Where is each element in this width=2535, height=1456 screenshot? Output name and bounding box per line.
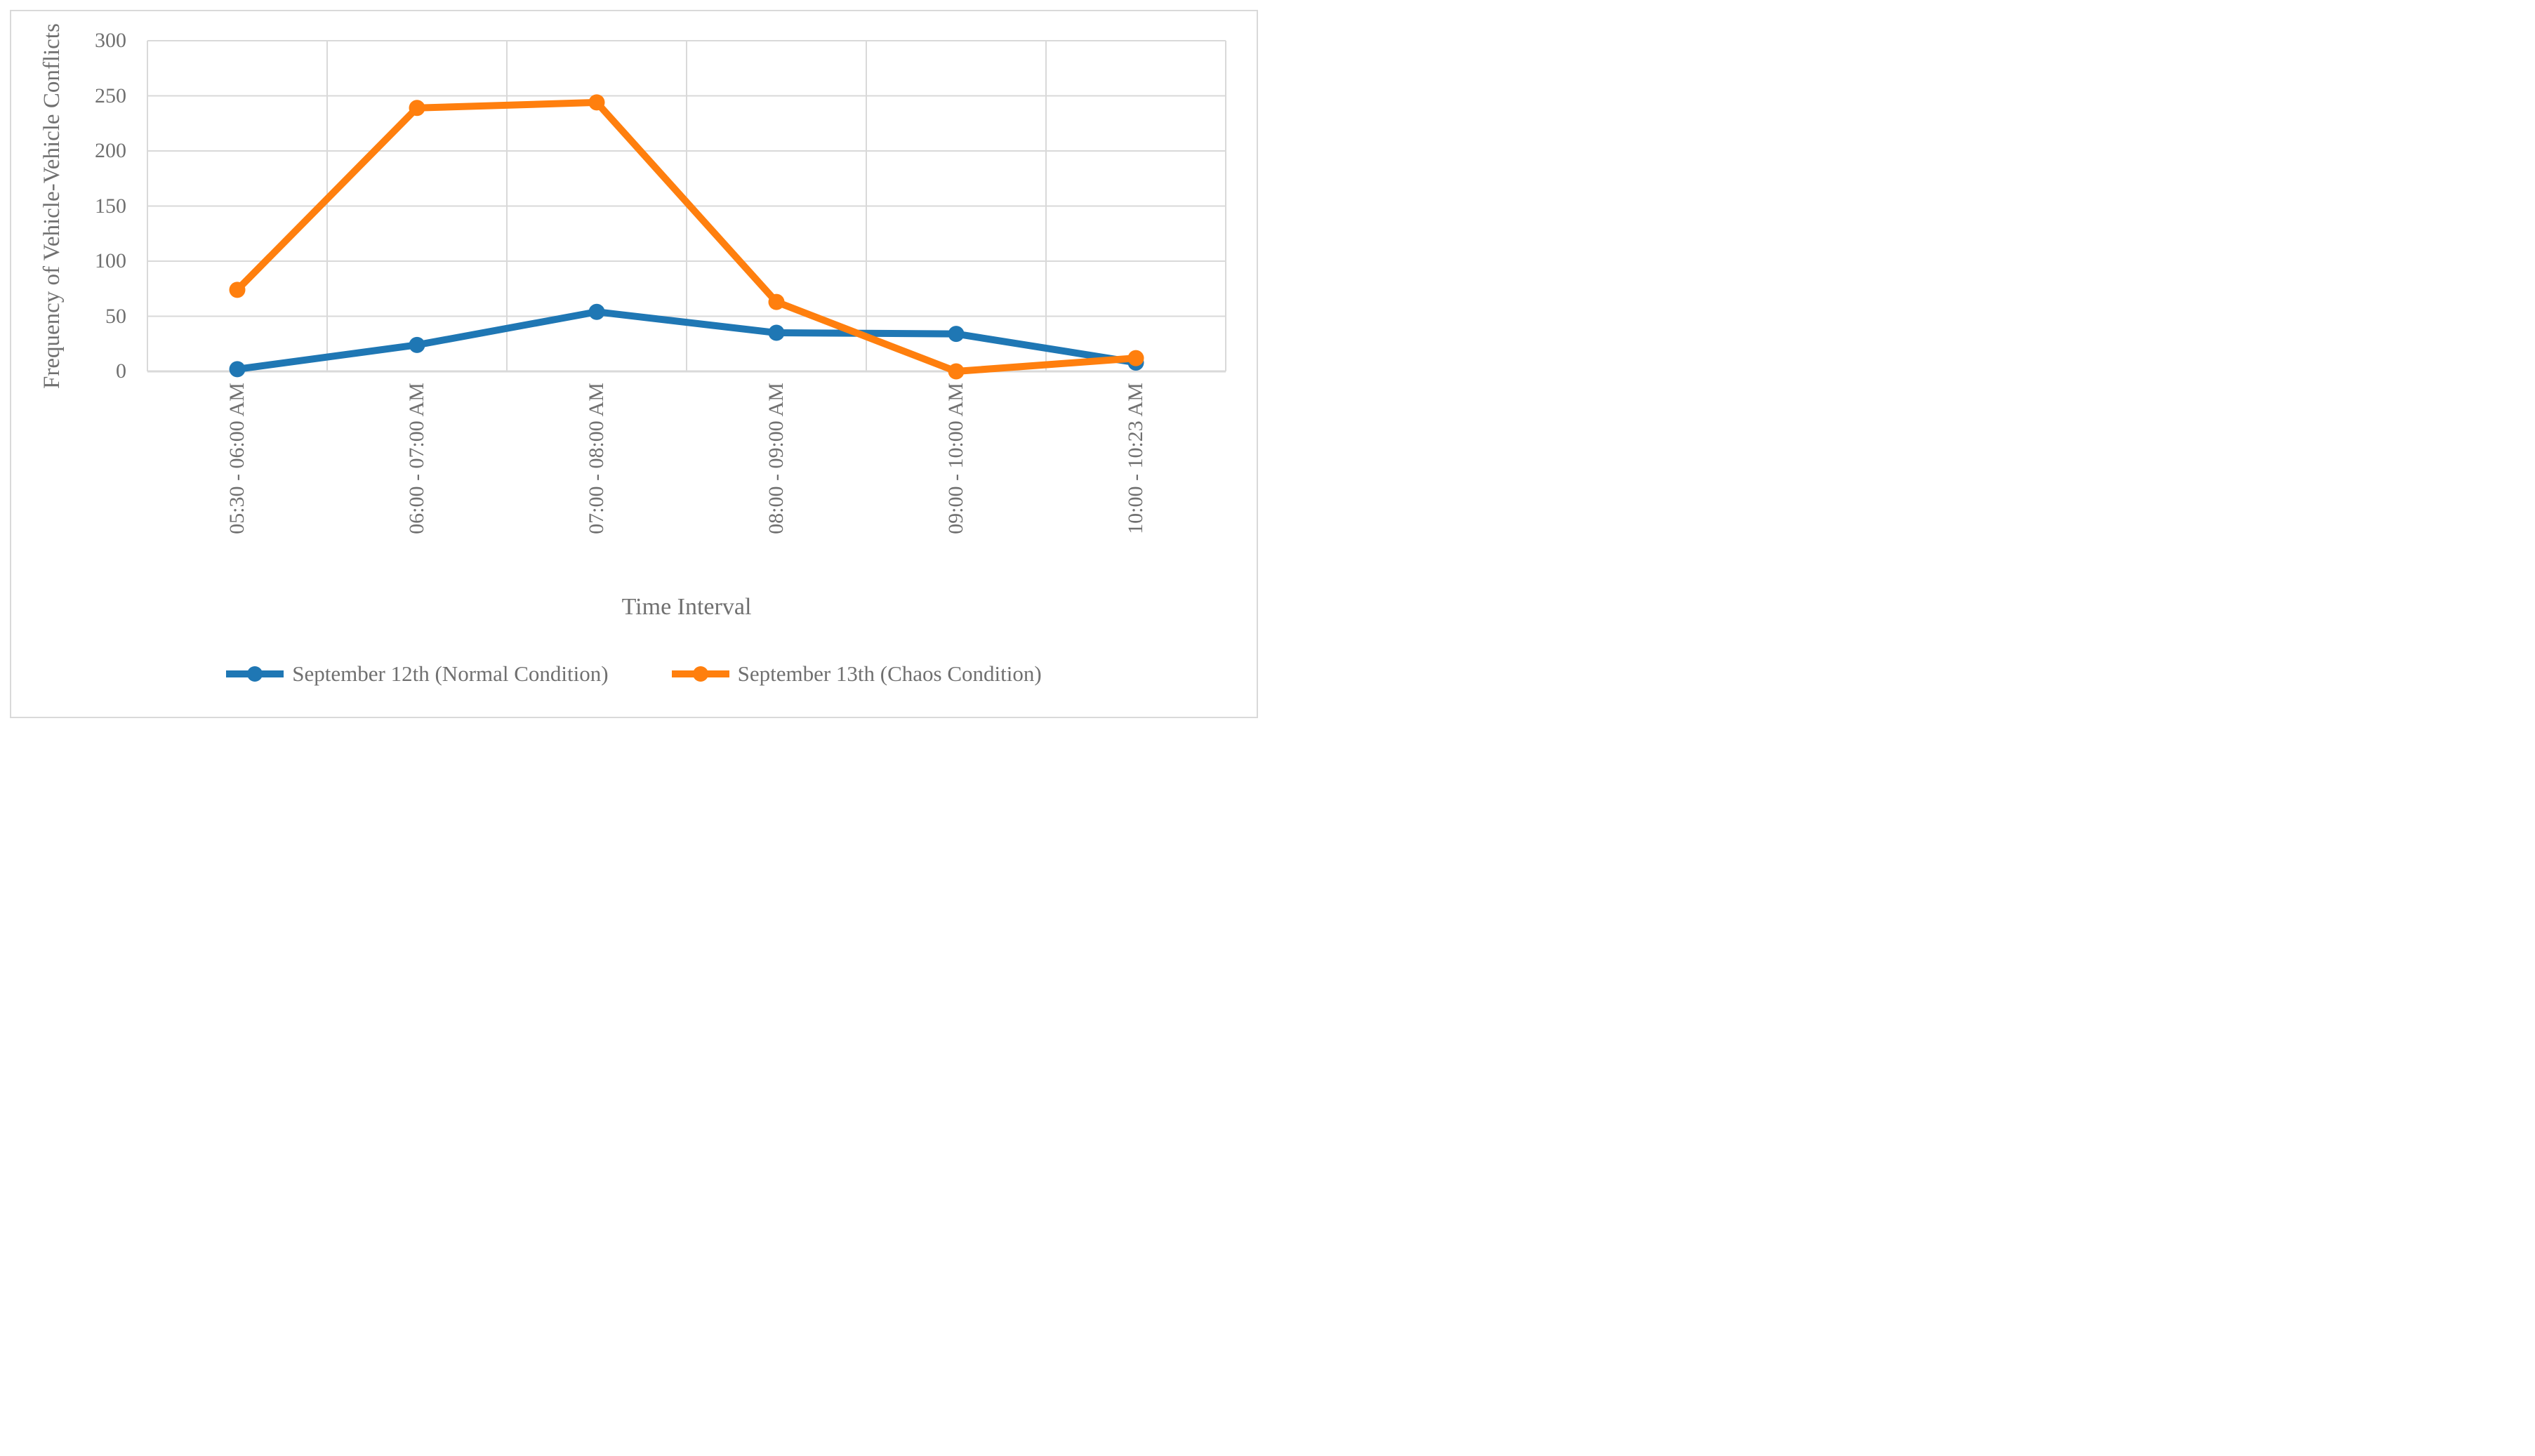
- legend-entry: September 12th (Normal Condition): [226, 661, 609, 687]
- legend-label: September 13th (Chaos Condition): [737, 661, 1042, 686]
- y-tick-label: 100: [95, 249, 126, 272]
- legend-entry: September 13th (Chaos Condition): [671, 661, 1042, 687]
- chart-canvas: Frequency of Vehicle-Vehicle Conflicts 3…: [0, 0, 1268, 728]
- y-tick-label: 0: [116, 359, 126, 383]
- y-tick-label: 250: [95, 84, 126, 107]
- x-tick-label: 05:30 - 06:00 AM: [225, 383, 249, 534]
- y-tick-label: 50: [105, 304, 126, 328]
- y-tick-label: 200: [95, 139, 126, 162]
- line-marker-icon: [226, 666, 284, 682]
- x-tick-label: 07:00 - 08:00 AM: [585, 383, 608, 534]
- x-tick-label: 09:00 - 10:00 AM: [944, 383, 967, 534]
- line-marker-icon: [671, 666, 729, 682]
- x-tick-label: 06:00 - 07:00 AM: [405, 383, 428, 534]
- legend: September 12th (Normal Condition) Septem…: [0, 661, 1268, 687]
- y-tick-label: 300: [95, 29, 126, 52]
- x-axis-title: Time Interval: [621, 594, 752, 620]
- x-tick-label: 08:00 - 09:00 AM: [765, 383, 788, 534]
- x-tick-label: 10:00 - 10:23 AM: [1124, 383, 1147, 534]
- legend-label: September 12th (Normal Condition): [292, 661, 609, 686]
- y-tick-label: 150: [95, 194, 126, 218]
- chart-border-frame: [10, 10, 1258, 718]
- plot-area: [147, 40, 1226, 380]
